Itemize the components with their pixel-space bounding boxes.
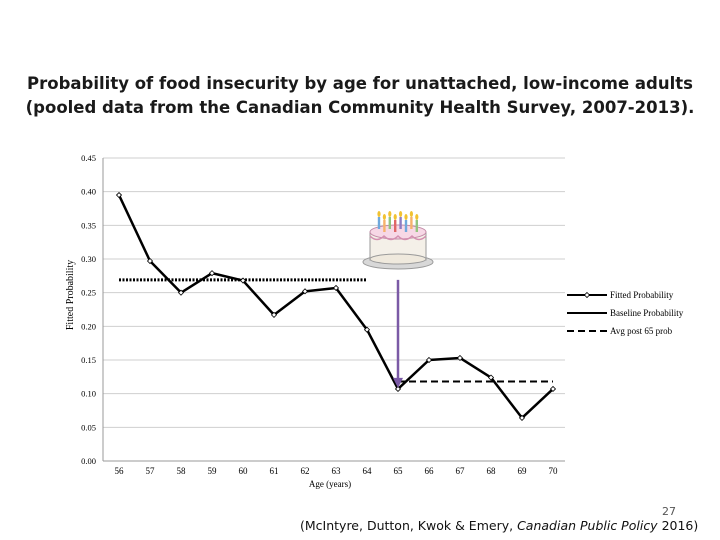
x-tick-label: 69 <box>518 466 528 476</box>
cake-candle <box>399 217 402 229</box>
y-axis-label: Fitted Probability <box>65 260 76 330</box>
data-point <box>394 385 402 393</box>
annotation-group <box>362 211 434 388</box>
candle-flame <box>388 211 392 217</box>
birthday-cake-icon <box>362 211 434 270</box>
data-point <box>549 385 557 393</box>
cake-candle <box>404 220 408 232</box>
x-tick-label: 70 <box>549 466 559 476</box>
cake-candle <box>410 217 413 229</box>
data-point <box>518 414 526 421</box>
candle-flame <box>399 211 403 217</box>
candle-flame <box>377 211 381 217</box>
x-tick-label: 62 <box>301 466 310 476</box>
candle-flame <box>415 214 419 220</box>
citation-journal: Canadian Public Policy <box>517 518 658 533</box>
y-tick-label: 0.45 <box>81 153 96 163</box>
y-tick-label: 0.00 <box>81 456 96 466</box>
x-tick-label: 58 <box>177 466 187 476</box>
x-tick-label: 57 <box>146 466 156 476</box>
y-axis-ticks: 0.00 0.05 0.10 0.15 0.20 0.25 0.30 0.35 0.40 0.45 <box>81 153 96 466</box>
cake-bottom <box>369 253 427 265</box>
legend-label: Avg post 65 prob <box>610 326 673 336</box>
x-tick-label: 68 <box>487 466 497 476</box>
citation: (McIntyre, Dutton, Kwok & Emery, Canadia… <box>300 518 698 533</box>
cake-candle <box>415 220 418 232</box>
data-point <box>146 257 154 265</box>
data-point <box>425 356 433 364</box>
data-point <box>208 270 216 277</box>
chart-title: Probability of food insecurity by age fo… <box>0 72 720 120</box>
citation-suffix: 2016) <box>657 518 699 533</box>
x-axis-label: Age (years) <box>309 479 351 489</box>
chart-title-line-1: Probability of food insecurity by age fo… <box>27 74 693 93</box>
legend: Fitted Probability Baseline Probability Av… <box>567 290 684 336</box>
series-lines <box>115 191 557 421</box>
cake-candle <box>394 220 397 232</box>
x-tick-label: 60 <box>239 466 249 476</box>
candle-flame <box>393 214 397 220</box>
page-number: 27 <box>662 505 676 518</box>
y-tick-label: 0.10 <box>81 389 96 399</box>
y-tick-label: 0.15 <box>81 355 96 365</box>
y-tick-label: 0.30 <box>81 254 96 264</box>
legend-label: Fitted Probability <box>610 290 674 300</box>
x-tick-label: 65 <box>394 466 404 476</box>
x-tick-label: 63 <box>332 466 342 476</box>
x-axis-ticks: 56 57 58 59 60 61 62 63 64 65 66 67 68 69 70 <box>115 466 559 476</box>
x-tick-label: 61 <box>270 466 279 476</box>
candle-flame <box>404 214 408 220</box>
y-tick-label: 0.25 <box>81 288 96 298</box>
y-tick-label: 0.40 <box>81 187 96 197</box>
data-point <box>332 284 340 292</box>
y-tick-label: 0.35 <box>81 220 96 230</box>
x-tick-label: 67 <box>456 466 466 476</box>
data-point <box>177 289 185 296</box>
x-tick-label: 64 <box>363 466 373 476</box>
series-line-fitted-probability <box>117 194 554 420</box>
grid-lines <box>102 157 565 462</box>
data-point <box>270 311 278 318</box>
data-point <box>115 191 123 199</box>
candle-flame <box>382 214 386 220</box>
data-point <box>301 288 309 295</box>
cake-candle <box>388 217 391 229</box>
data-point <box>363 326 371 333</box>
y-tick-label: 0.05 <box>81 422 96 432</box>
reference-lines <box>119 278 553 383</box>
data-point <box>239 277 247 284</box>
citation-prefix: (McIntyre, Dutton, Kwok & Emery, <box>300 518 518 533</box>
chart-title-line-2: (pooled data from the Canadian Community… <box>25 98 695 117</box>
candle-flame <box>409 211 413 217</box>
x-tick-label: 56 <box>115 466 125 476</box>
x-tick-label: 66 <box>425 466 435 476</box>
data-point <box>456 354 464 362</box>
legend-label: Baseline Probability <box>610 308 684 318</box>
data-point <box>487 374 495 381</box>
x-tick-label: 59 <box>208 466 218 476</box>
cake-frosting-trim <box>369 234 427 241</box>
annotation-arrow-head <box>393 377 403 388</box>
legend-marker <box>583 291 591 299</box>
y-tick-label: 0.20 <box>81 321 96 331</box>
cake-candle <box>383 220 386 232</box>
cake-candle <box>377 217 381 229</box>
